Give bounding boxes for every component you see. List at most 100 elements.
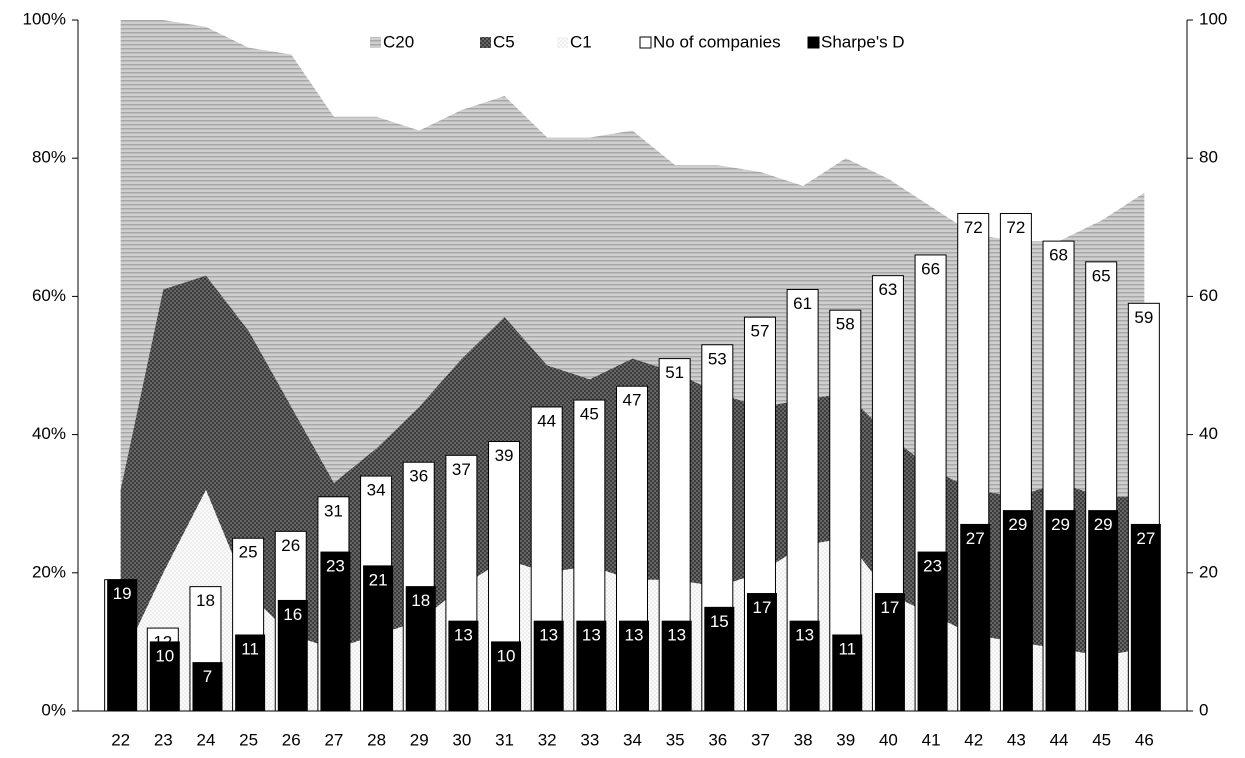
data-label: 45	[580, 405, 599, 424]
y-tick-label: 40%	[32, 424, 66, 443]
data-label: 18	[196, 591, 215, 610]
x-tick-label: 39	[836, 730, 855, 749]
data-label: 47	[623, 391, 642, 410]
x-tick-label: 36	[708, 730, 727, 749]
y2-tick-label: 100	[1199, 9, 1227, 28]
data-label: 27	[966, 529, 985, 548]
x-tick-label: 28	[367, 730, 386, 749]
bar	[1002, 510, 1033, 712]
x-tick-label: 41	[922, 730, 941, 749]
bar	[192, 662, 223, 712]
data-label: 36	[409, 467, 428, 486]
bar	[1130, 523, 1161, 712]
legend-label: C20	[383, 32, 414, 51]
legend-key	[370, 37, 381, 48]
data-label: 44	[537, 411, 556, 430]
bar	[789, 620, 820, 712]
data-label: 13	[625, 626, 644, 645]
x-tick-label: 46	[1135, 730, 1154, 749]
data-label: 61	[793, 294, 812, 313]
data-label: 19	[113, 584, 132, 603]
x-tick-label: 42	[964, 730, 983, 749]
data-label: 37	[452, 460, 471, 479]
bar	[405, 586, 436, 712]
data-label: 11	[838, 639, 856, 658]
x-tick-label: 43	[1007, 730, 1026, 749]
data-label: 25	[239, 543, 258, 562]
data-label: 13	[795, 626, 814, 645]
x-tick-label: 23	[154, 730, 173, 749]
bar	[704, 606, 735, 712]
bar	[277, 599, 308, 712]
x-tick-label: 33	[580, 730, 599, 749]
data-label: 66	[921, 259, 940, 278]
x-tick-label: 34	[623, 730, 642, 749]
y2-tick-label: 60	[1199, 286, 1218, 305]
bar	[491, 641, 522, 712]
data-label: 7	[203, 667, 212, 686]
y-tick-label: 0%	[41, 700, 66, 719]
data-label: 63	[878, 280, 897, 299]
legend-label: Sharpe's D	[821, 32, 905, 51]
bar	[363, 565, 394, 712]
bar	[661, 620, 692, 712]
bar	[960, 523, 991, 712]
x-tick-label: 24	[197, 730, 216, 749]
bar	[917, 551, 948, 712]
y2-tick-label: 20	[1199, 562, 1218, 581]
legend-key	[639, 36, 652, 49]
bar	[448, 620, 479, 712]
legend-label: C5	[493, 32, 515, 51]
bar	[1045, 510, 1076, 712]
data-label: 68	[1049, 246, 1068, 265]
data-label: 17	[753, 598, 772, 617]
data-label: 31	[324, 501, 343, 520]
data-label: 58	[836, 315, 855, 334]
data-label: 21	[369, 570, 388, 589]
legend-key	[557, 37, 568, 48]
x-tick-label: 22	[111, 730, 130, 749]
bar	[619, 620, 649, 712]
data-label: 29	[1051, 515, 1070, 534]
data-label: 10	[155, 646, 174, 665]
data-label: 72	[964, 218, 983, 237]
y2-tick-label: 40	[1199, 424, 1218, 443]
x-tick-label: 30	[452, 730, 471, 749]
y2-tick-label: 0	[1199, 700, 1208, 719]
bar	[832, 634, 863, 712]
data-label: 27	[1136, 529, 1155, 548]
bar	[1088, 510, 1119, 712]
y-tick-label: 80%	[32, 148, 66, 167]
data-label: 23	[923, 557, 942, 576]
data-label: 72	[1006, 218, 1025, 237]
x-tick-label: 44	[1050, 730, 1069, 749]
data-label: 17	[880, 598, 899, 617]
data-label: 13	[667, 626, 686, 645]
legend-key	[480, 37, 491, 48]
data-label: 18	[411, 591, 430, 610]
x-tick-label: 29	[410, 730, 429, 749]
y2-tick-label: 80	[1199, 148, 1218, 167]
data-label: 13	[539, 626, 558, 645]
data-label: 29	[1094, 515, 1113, 534]
data-label: 29	[1008, 515, 1027, 534]
y-tick-label: 100%	[23, 9, 66, 28]
x-tick-label: 27	[324, 730, 343, 749]
bar	[320, 551, 351, 712]
x-tick-label: 45	[1092, 730, 1111, 749]
y-tick-label: 60%	[32, 286, 66, 305]
data-label: 16	[283, 605, 302, 624]
data-label: 26	[281, 536, 300, 555]
y-tick-label: 20%	[32, 562, 66, 581]
data-label: 39	[495, 446, 514, 465]
legend-label: C1	[570, 32, 592, 51]
data-label: 15	[710, 612, 729, 631]
legend-label: No of companies	[653, 32, 781, 51]
data-label: 65	[1092, 266, 1111, 285]
data-label: 13	[582, 626, 601, 645]
data-label: 11	[241, 639, 259, 658]
x-tick-label: 26	[282, 730, 301, 749]
x-tick-label: 40	[879, 730, 898, 749]
data-label: 23	[326, 557, 345, 576]
